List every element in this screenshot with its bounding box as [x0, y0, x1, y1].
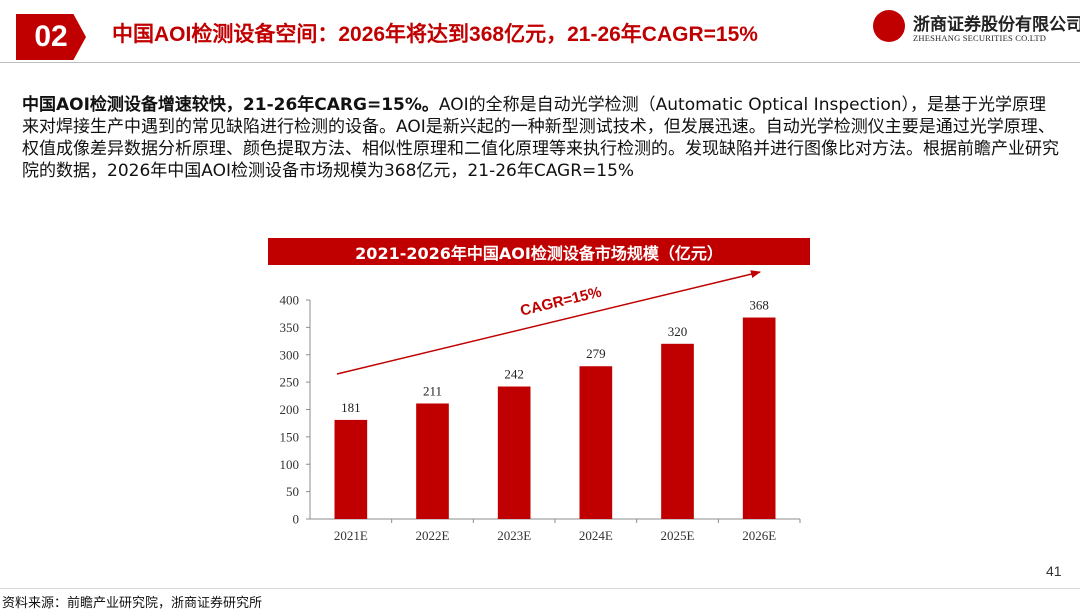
- y-tick-label: 50: [286, 484, 299, 499]
- header-divider: [0, 62, 1080, 63]
- bar-2025E: [661, 343, 694, 519]
- bar-2026E: [742, 317, 776, 519]
- footer-divider: [0, 588, 1080, 589]
- x-tick-label: 2025E: [661, 528, 695, 543]
- summary-body: AOI的全称是自动光学检测（Automatic Optical Inspecti…: [22, 95, 1059, 181]
- y-tick-label: 400: [280, 293, 300, 308]
- cagr-annotation: CAGR=15%: [519, 284, 604, 320]
- logo-company-name-en: ZHESHANG SECURITIES CO.LTD: [913, 33, 1047, 43]
- company-logo: 浙商证券股份有限公司 ZHESHANG SECURITIES CO.LTD: [873, 8, 1080, 50]
- page-title: 中国AOI检测设备空间：2026年将达到368亿元，21-26年CAGR=15%: [112, 23, 758, 46]
- x-tick-label: 2022E: [416, 528, 450, 543]
- bar-2024E: [579, 366, 613, 519]
- logo-mark-icon: [873, 10, 905, 42]
- chart-title: 2021-2026年中国AOI检测设备市场规模（亿元）: [268, 238, 810, 265]
- y-tick-label: 250: [280, 375, 300, 390]
- y-tick-label: 350: [280, 320, 300, 335]
- section-badge: 02: [16, 14, 86, 60]
- summary-lead: 中国AOI检测设备增速较快，21-26年CARG=15%。: [22, 95, 439, 115]
- bar-2023E: [497, 386, 531, 519]
- y-tick-label: 150: [280, 429, 300, 444]
- data-label: 279: [586, 346, 606, 361]
- section-number: 02: [34, 20, 68, 53]
- bar-2022E: [416, 403, 449, 519]
- logo-company-name: 浙商证券股份有限公司: [913, 15, 1080, 35]
- data-label: 242: [504, 367, 524, 382]
- data-label: 320: [668, 324, 688, 339]
- y-tick-label: 300: [280, 347, 300, 362]
- x-tick-label: 2021E: [334, 528, 368, 543]
- x-tick-label: 2026E: [742, 528, 776, 543]
- bar-2021E: [334, 419, 368, 519]
- cagr-arrow: [336, 270, 761, 375]
- page-number: 41: [1046, 563, 1062, 579]
- y-tick-label: 200: [280, 402, 300, 417]
- data-label: 181: [341, 400, 361, 415]
- y-tick-label: 100: [280, 457, 300, 472]
- x-tick-label: 2023E: [497, 528, 531, 543]
- summary-paragraph: 中国AOI检测设备增速较快，21-26年CARG=15%。AOI的全称是自动光学…: [22, 94, 1062, 182]
- x-tick-label: 2024E: [579, 528, 613, 543]
- y-tick-label: 0: [293, 512, 300, 527]
- data-label: 368: [749, 298, 769, 313]
- source-note: 资料来源：前瞻产业研究院，浙商证券研究所: [2, 596, 263, 611]
- data-label: 211: [423, 383, 442, 398]
